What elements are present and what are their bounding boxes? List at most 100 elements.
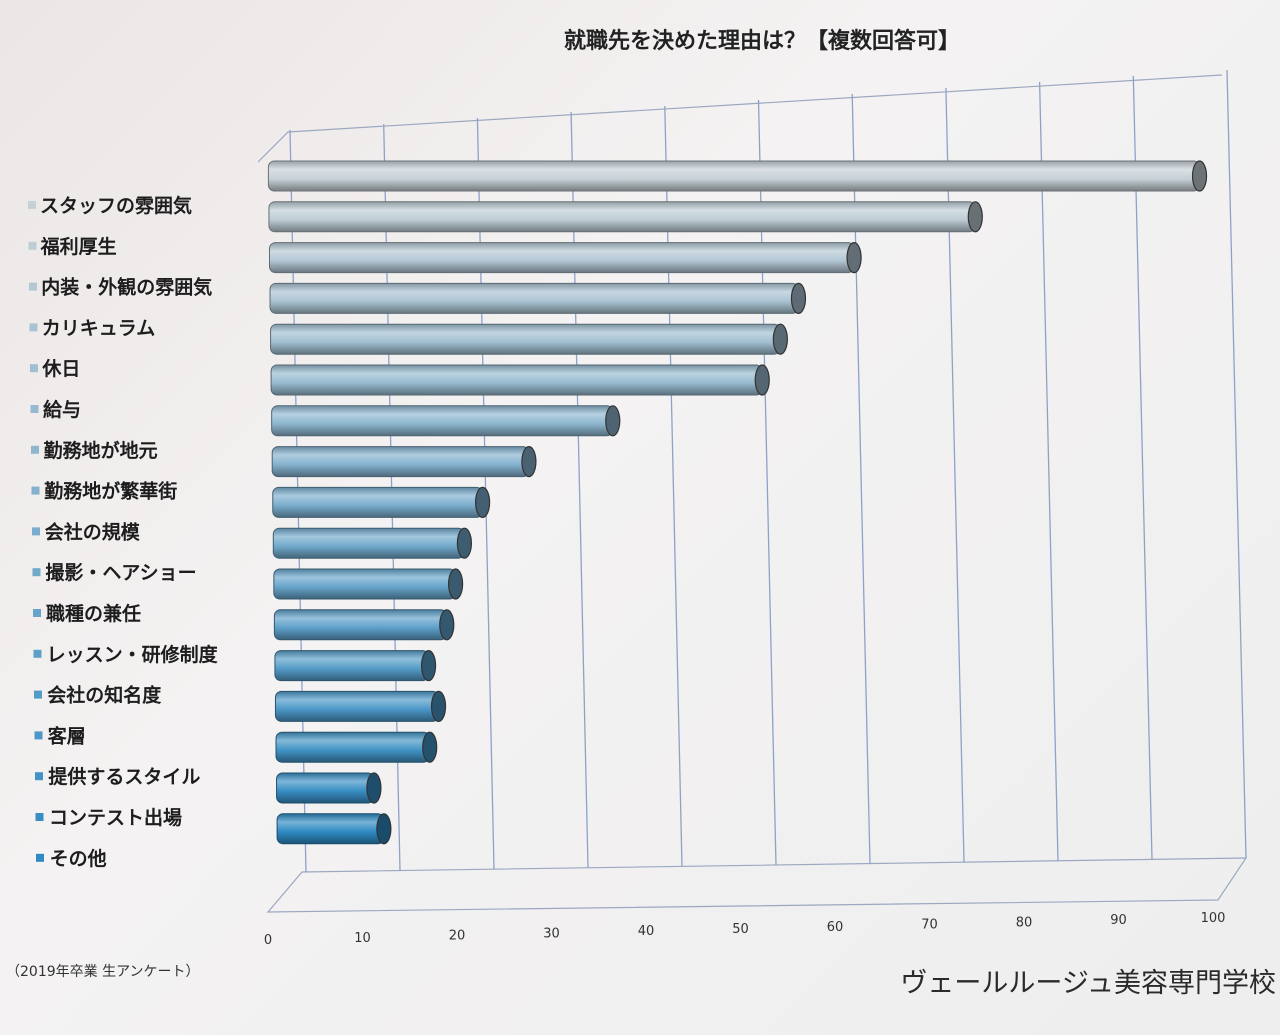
bar	[268, 201, 983, 233]
bar-body	[272, 486, 484, 518]
footnote: （2019年卒業 生アンケート）	[6, 964, 200, 980]
x-tick-label: 30	[543, 926, 560, 941]
legend-item: その他	[36, 847, 107, 870]
legend: スタッフの雰囲気福利厚生内装・外観の雰囲気カリキュラム休日給与勤務地が地元勤務地…	[28, 194, 219, 870]
bar-cap	[430, 690, 447, 723]
legend-swatch	[33, 609, 41, 617]
category-label: カリキュラム	[42, 317, 155, 339]
x-axis-ticks: 0 10 20 30 40 50 60 70 80 90 100	[264, 911, 1226, 948]
legend-swatch	[31, 486, 40, 495]
gridline	[1132, 75, 1153, 860]
bar-body	[276, 772, 375, 804]
bar-cap	[521, 446, 537, 478]
bar	[271, 405, 621, 437]
legend-swatch	[28, 201, 36, 209]
bar-cap	[967, 201, 983, 233]
bar	[267, 160, 1208, 192]
legend-item: 客層	[34, 724, 86, 747]
bar-body	[271, 446, 530, 478]
bar	[272, 486, 491, 518]
bar-cap	[366, 772, 382, 804]
x-tick-label: 20	[449, 929, 466, 944]
bar-cap	[474, 486, 491, 518]
bar-cap	[422, 731, 438, 763]
legend-item: スタッフの雰囲気	[28, 194, 192, 217]
legend-swatch	[30, 405, 39, 413]
bar	[273, 609, 455, 641]
category-label: 勤務地が繁華街	[44, 480, 177, 503]
legend-item: 勤務地が地元	[31, 439, 158, 462]
legend-swatch	[30, 364, 38, 373]
legend-swatch	[31, 445, 39, 454]
bar-body	[268, 242, 855, 274]
gridline	[1038, 81, 1059, 861]
legend-item: 休日	[30, 358, 80, 380]
legend-swatch	[32, 527, 40, 536]
chart-title: 就職先を決めた理由は？【複数回答可】	[564, 28, 960, 54]
category-label: 撮影・ヘアショー	[45, 562, 196, 584]
legend-swatch	[34, 690, 42, 699]
legend-swatch	[32, 568, 41, 577]
legend-swatch	[35, 813, 44, 821]
legend-swatch	[36, 853, 44, 862]
bar-cap	[790, 282, 807, 314]
bar-cap	[754, 364, 770, 396]
bar-body	[274, 650, 430, 682]
category-label: コンテスト出場	[49, 806, 182, 829]
legend-item: 撮影・ヘアショー	[32, 562, 197, 584]
bar-body	[268, 201, 976, 233]
legend-item: コンテスト出場	[35, 806, 182, 829]
x-tick-label: 100	[1201, 911, 1226, 926]
gridline	[1226, 69, 1247, 859]
bar	[272, 527, 472, 559]
legend-swatch	[28, 241, 37, 250]
bar-cap	[376, 813, 392, 845]
bar-cap	[1191, 160, 1208, 192]
legend-swatch	[34, 731, 43, 740]
category-label: その他	[50, 847, 107, 870]
category-label: 福利厚生	[40, 235, 117, 258]
legend-item: 提供するスタイル	[35, 765, 200, 788]
legend-item: 職種の兼任	[33, 602, 141, 625]
category-label: 給与	[43, 398, 81, 421]
legend-item: 勤務地が繁華街	[31, 480, 177, 503]
legend-item: 給与	[30, 398, 81, 421]
legend-item: 内装・外観の雰囲気	[29, 276, 212, 299]
bar-cap	[456, 527, 472, 559]
x-tick-label: 40	[638, 924, 655, 939]
bar	[270, 323, 788, 355]
bars	[267, 160, 1208, 845]
bar	[269, 282, 807, 314]
bar-body	[276, 813, 385, 845]
category-label: スタッフの雰囲気	[40, 194, 192, 217]
bar	[273, 568, 464, 600]
category-label: 休日	[41, 358, 80, 380]
bar-body	[273, 609, 448, 641]
gridline	[664, 105, 683, 867]
legend-swatch	[33, 649, 42, 658]
bar-body	[267, 160, 1201, 192]
legend-item: レッスン・研修制度	[33, 643, 219, 666]
legend-swatch	[29, 282, 37, 291]
plot-floor	[266, 857, 1248, 913]
x-tick-label: 90	[1110, 913, 1127, 928]
bar-cap	[447, 568, 464, 600]
category-label: レッスン・研修制度	[47, 643, 219, 666]
bar	[274, 649, 437, 682]
school-name: ヴェールルージュ美容専門学校	[900, 968, 1276, 999]
bar-body	[274, 690, 440, 722]
category-label: 提供するスタイル	[48, 765, 200, 788]
bar-body	[271, 405, 614, 437]
bar-cap	[439, 609, 455, 641]
bar-body	[275, 731, 431, 763]
x-tick-label: 0	[264, 933, 272, 948]
bar-cap	[846, 242, 862, 274]
legend-item: 福利厚生	[28, 235, 117, 258]
category-label: 客層	[48, 724, 86, 747]
x-tick-label: 70	[921, 918, 938, 933]
legend-item: カリキュラム	[29, 317, 155, 339]
category-label: 内装・外観の雰囲気	[41, 276, 212, 299]
gridline	[570, 111, 589, 868]
bar-body	[270, 323, 781, 355]
bar-body	[270, 364, 763, 396]
